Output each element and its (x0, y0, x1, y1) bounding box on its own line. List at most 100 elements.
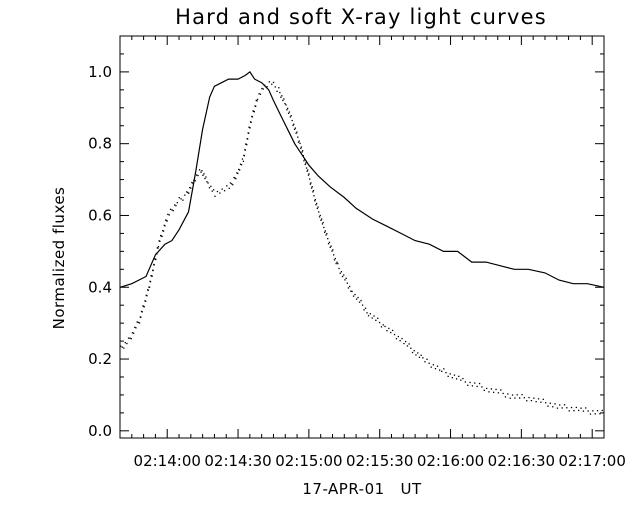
series-dotted-point (151, 275, 153, 277)
series-dotted-point (324, 231, 326, 233)
series-dotted-point (464, 381, 466, 383)
series-dotted-point (547, 405, 549, 407)
series-dotted-point (303, 160, 305, 162)
series-dotted-point (291, 119, 293, 122)
series-dotted-point (286, 109, 288, 111)
x-tick-label: 02:14:00 (134, 452, 201, 470)
series-dotted-point (140, 310, 143, 313)
series-dotted-point (331, 250, 333, 252)
series-dotted-point (599, 413, 601, 415)
series-dotted-point (305, 162, 307, 164)
series-dotted-point (264, 84, 266, 86)
series-dotted-point (366, 312, 368, 314)
series-dotted-point (262, 88, 264, 90)
series-dotted-point (268, 81, 270, 83)
series-dotted-point (537, 398, 540, 400)
series-dotted-point (228, 187, 230, 189)
series-dotted-point (167, 213, 169, 215)
series-dotted-point (392, 329, 394, 332)
series-dotted-point (338, 267, 340, 270)
series-dotted-point (282, 99, 284, 102)
series-dotted-point (346, 282, 348, 284)
series-dotted-point (439, 369, 441, 371)
series-dotted-point (395, 338, 398, 340)
y-tick-label: 0.6 (88, 206, 112, 224)
series-dotted-point (309, 183, 311, 185)
x-tick-label: 02:15:30 (346, 452, 413, 470)
series-dotted-point (451, 377, 453, 379)
x-tick-label: 02:14:30 (204, 452, 271, 470)
series-dotted-point (271, 83, 273, 85)
y-tick-label: 0.4 (88, 278, 112, 296)
x-tick-label: 02:15:00 (275, 452, 342, 470)
series-dotted-point (332, 249, 334, 251)
series-dotted-point (323, 226, 325, 229)
series-dotted-point (136, 321, 138, 323)
series-dotted-point (186, 191, 188, 193)
series-dotted-point (178, 197, 180, 199)
series-dotted-point (350, 290, 352, 292)
series-dotted-point (162, 230, 165, 232)
series-dotted-point (261, 87, 263, 90)
series-dotted-point (458, 375, 460, 377)
series-dotted-point (585, 407, 587, 409)
series-dotted-point (542, 398, 544, 400)
series-dotted-point (304, 163, 306, 166)
series-dotted-point (158, 240, 160, 242)
series-dotted-point (307, 174, 310, 176)
series-dotted-point (171, 209, 173, 211)
series-dotted-point (127, 337, 130, 339)
series-dotted-point (535, 401, 537, 403)
axes: 0.00.20.40.60.81.002:14:00 02:14:30 02:15:… (88, 36, 626, 470)
series-dotted-point (523, 397, 525, 399)
series-dotted-point (310, 187, 313, 189)
series-dotted-point (393, 333, 396, 336)
series-dotted-point (190, 187, 192, 189)
series-dotted-point (240, 164, 243, 166)
series-dotted-point (289, 116, 291, 118)
series-dotted-point (126, 342, 128, 345)
series-dotted-point (142, 305, 145, 307)
series-dotted-point (300, 147, 302, 150)
series-dotted-point (351, 290, 353, 293)
series-dotted-point (317, 206, 319, 208)
series-dotted-point (352, 295, 355, 297)
series-dotted-point (156, 253, 158, 255)
series-dotted-point (481, 386, 483, 388)
series-dotted-point (405, 340, 407, 343)
series-dotted-point (303, 158, 306, 161)
series-dotted-point (249, 127, 251, 129)
series-dotted-point (187, 191, 189, 194)
series-dotted-point (163, 224, 165, 226)
series-dotted-point (206, 181, 208, 183)
series-dotted-point (205, 176, 207, 178)
series-dotted-point (287, 107, 289, 110)
series-dotted-point (274, 86, 276, 88)
series-dotted-point (146, 295, 148, 297)
series-dotted-point (256, 100, 258, 102)
series-dotted-point (516, 394, 518, 396)
series-dotted-point (123, 347, 125, 349)
series-dotted-point (247, 138, 249, 140)
series-dotted-point (327, 243, 330, 245)
series-dotted-point (570, 406, 573, 409)
series-dotted-point (545, 402, 547, 404)
series-dotted-point (445, 372, 447, 374)
series-dotted-point (340, 271, 343, 273)
series-dotted-point (306, 170, 308, 172)
y-tick-label: 0.2 (88, 350, 112, 368)
series-dotted-point (208, 187, 211, 189)
series-dotted-point (411, 351, 414, 354)
series-dotted-point (426, 358, 428, 360)
series-dotted-point (253, 111, 255, 113)
series-dotted-point (456, 378, 458, 380)
series-dotted-point (556, 407, 559, 409)
series-dotted-point (343, 274, 345, 276)
series-dotted-point (488, 391, 490, 393)
series-dotted-point (476, 385, 478, 388)
series-dotted-point (413, 350, 415, 352)
series-dotted-point (422, 357, 424, 359)
series-dotted-point (172, 210, 174, 212)
series-dotted-point (297, 136, 299, 138)
